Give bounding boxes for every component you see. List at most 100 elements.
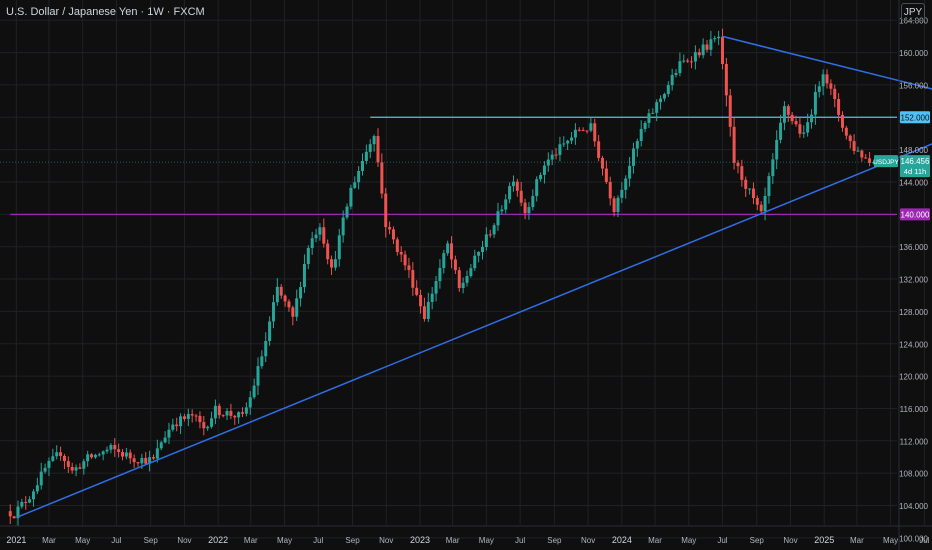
symbol-badge: [874, 155, 898, 168]
candle-body: [620, 189, 624, 198]
candle-body: [450, 243, 454, 260]
currency-button[interactable]: JPY: [901, 3, 925, 21]
candle-body: [539, 174, 543, 180]
candle-body: [136, 462, 140, 464]
candle-body: [275, 286, 279, 303]
candle-body: [8, 511, 12, 517]
candle-body: [678, 61, 682, 74]
candle-body: [124, 452, 128, 457]
candle-body: [241, 412, 245, 414]
candle-body: [755, 198, 759, 205]
candles: [8, 28, 875, 527]
candle-body: [511, 181, 515, 187]
candle-body: [655, 102, 659, 113]
candle-body: [194, 415, 198, 417]
candle-body: [43, 467, 47, 472]
candle-body: [330, 259, 334, 268]
time-tick-label: Nov: [581, 536, 595, 545]
trendlines[interactable]: [17, 35, 932, 518]
candle-body: [163, 437, 167, 443]
candle-body: [670, 74, 674, 86]
candle-body: [577, 129, 581, 131]
candle-body: [171, 424, 175, 430]
candle-body: [469, 268, 473, 277]
candle-body: [357, 170, 361, 183]
candle-body: [837, 99, 841, 115]
candle-body: [252, 385, 256, 398]
candle-body: [260, 356, 264, 367]
candle-body: [728, 95, 732, 127]
time-tick-label: May: [883, 536, 898, 545]
candle-body: [78, 467, 82, 469]
candle-body: [593, 123, 597, 142]
candle-body: [159, 442, 163, 449]
candle-body: [643, 122, 647, 129]
candle-body: [306, 248, 310, 265]
candle-body: [438, 267, 442, 282]
price-tick-label: 160.000: [899, 49, 928, 58]
candle-body: [337, 235, 341, 260]
time-tick-label: 2024: [612, 535, 632, 545]
candle-body: [662, 94, 666, 99]
candle-body: [442, 253, 446, 268]
candle-body: [82, 461, 86, 469]
candle-body: [51, 456, 55, 461]
candle-body: [237, 412, 241, 418]
candle-body: [31, 491, 35, 500]
candle-body: [182, 416, 186, 419]
candle-body: [697, 52, 701, 56]
falling-trendline[interactable]: [722, 35, 932, 104]
rising-trendline[interactable]: [17, 119, 932, 518]
last-price-label: 146.456: [901, 157, 930, 166]
candle-body: [744, 179, 748, 189]
candle-body: [353, 182, 357, 188]
candle-body: [871, 162, 875, 164]
candle-body: [604, 168, 608, 182]
candle-body: [376, 136, 380, 163]
candle-body: [659, 98, 663, 103]
candle-body: [117, 449, 121, 453]
horizontal-levels[interactable]: [10, 116, 897, 215]
candle-body: [732, 126, 736, 163]
candle-body: [213, 405, 217, 419]
candle-body: [271, 302, 275, 322]
candle-body: [217, 405, 221, 416]
candle-body: [333, 259, 337, 268]
price-tick-label: 156.000: [899, 81, 928, 90]
candle-body: [121, 452, 125, 457]
candle-body: [132, 458, 136, 463]
candle-body: [523, 202, 527, 214]
candle-body: [473, 255, 477, 269]
candle-body: [682, 60, 686, 62]
candle-body: [20, 501, 24, 507]
candle-body: [589, 123, 593, 131]
candle-body: [35, 485, 39, 492]
candle-body: [550, 154, 554, 160]
candle-body: [825, 74, 829, 84]
candle-body: [210, 418, 214, 427]
candle-body: [384, 193, 388, 228]
time-tick-label: 2023: [410, 535, 430, 545]
price-tick-label: 128.000: [899, 308, 928, 317]
candle-body: [585, 130, 589, 132]
candle-body: [740, 166, 744, 180]
candle-body: [488, 234, 492, 236]
candle-body: [736, 162, 740, 167]
time-axis[interactable]: 2021 Mar May Jul Sep Nov 2022 Mar May Jul Sep Nov 20…: [0, 525, 932, 545]
candle-body: [206, 426, 210, 429]
candle-body: [395, 239, 399, 253]
price-tick-label: 164.000: [899, 17, 928, 26]
time-tick-label: Jul: [919, 536, 929, 545]
time-tick-label: Mar: [446, 536, 460, 545]
candle-body: [612, 198, 616, 213]
candle-body: [558, 144, 562, 155]
candle-body: [666, 85, 670, 95]
candle-body: [759, 204, 763, 212]
time-tick-label: Mar: [42, 536, 56, 545]
price-tick-label: 136.000: [899, 243, 928, 252]
candle-body: [62, 455, 66, 462]
candle-body: [500, 209, 504, 212]
candle-body: [361, 160, 365, 171]
